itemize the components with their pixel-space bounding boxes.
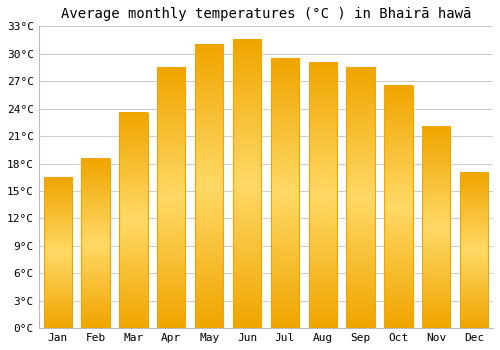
Title: Average monthly temperatures (°C ) in Bhairā hawā: Average monthly temperatures (°C ) in Bh…	[60, 7, 471, 21]
